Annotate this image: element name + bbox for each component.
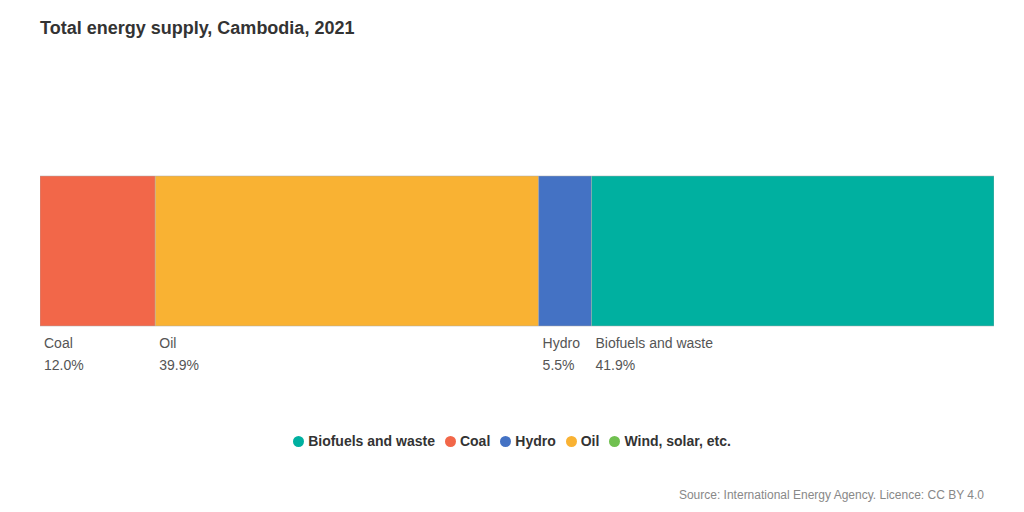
svg-text:41.9%: 41.9%	[595, 357, 635, 373]
svg-text:Hydro: Hydro	[543, 335, 581, 351]
svg-text:5.5%: 5.5%	[543, 357, 575, 373]
html-text:Oil: Oil	[580, 433, 600, 449]
html-text:Hydro: Hydro	[515, 433, 556, 449]
html-text:Total energy supply, Cambodia,: Total energy supply, Cambodia, 2021	[40, 18, 355, 38]
html-text:Coal: Coal	[459, 433, 491, 449]
html-text:Biofuels and waste: Biofuels and waste	[308, 433, 435, 449]
svg-text:39.9%: 39.9%	[159, 357, 199, 373]
svg-text:Oil: Oil	[159, 335, 176, 351]
html-text:Source: International Energy A: Source: International Energy Agency. Lic…	[678, 488, 984, 502]
svg-text:12.0%: 12.0%	[44, 357, 84, 373]
svg-text:Coal: Coal	[44, 335, 73, 351]
svg-text:Biofuels and waste: Biofuels and waste	[595, 335, 713, 351]
html-text:Wind, solar, etc.: Wind, solar, etc.	[624, 433, 731, 449]
